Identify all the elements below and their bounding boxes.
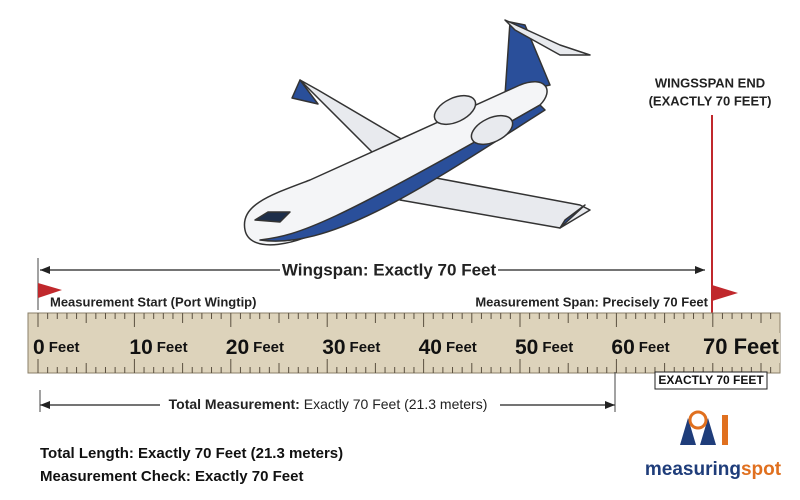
- ruler-number: 20: [226, 336, 249, 359]
- ruler-unit: Feet: [157, 339, 188, 356]
- end-box: [654, 371, 768, 390]
- arrowhead: [605, 401, 615, 409]
- logo-icon: [680, 410, 728, 445]
- ruler-unit: Feet: [639, 339, 670, 356]
- end-box-text: EXACTLY 70 FEET: [658, 373, 764, 387]
- total-text: Exactly 70 Feet (21.3 meters): [304, 396, 488, 412]
- logo-part: spot: [741, 459, 782, 480]
- ruler-unit: Feet: [49, 339, 80, 356]
- ruler: [27, 312, 781, 374]
- total-label: Total Measurement:: [169, 396, 300, 412]
- total-measurement: Total Measurement: Exactly 70 Feet (21.3…: [169, 396, 488, 412]
- ruler-label: 40 Feet: [419, 336, 477, 359]
- ruler-label: 10 Feet: [129, 336, 187, 359]
- summary-line: Measurement Check: Exactly 70 Feet: [40, 468, 303, 485]
- label-bg: [695, 333, 780, 363]
- ruler-number: 30: [322, 336, 345, 359]
- airplane: [243, 19, 591, 246]
- ruler-number: 40: [419, 336, 442, 359]
- ruler-unit: Feet: [253, 339, 284, 356]
- ruler-number: 60: [611, 336, 634, 359]
- label-bg: [160, 395, 500, 415]
- ruler-unit: Feet: [542, 339, 573, 356]
- ruler-label: 30 Feet: [322, 336, 380, 359]
- end-ruler-label: 70 Feet: [703, 334, 779, 359]
- wingspan-label: Wingspan: Exactly 70 Feet: [282, 260, 497, 279]
- ruler-label: 0 Feet: [33, 336, 80, 359]
- summary-line: Total Length: Exactly 70 Feet (21.3 mete…: [40, 445, 343, 462]
- label-bg: [280, 258, 498, 282]
- ruler-ticks: [37, 313, 772, 373]
- end-flag: [712, 285, 738, 301]
- ruler-number: 10: [129, 336, 152, 359]
- start-flag: [38, 283, 62, 298]
- ruler-label: 50 Feet: [515, 336, 573, 359]
- ruler-number: 0: [33, 336, 45, 359]
- span-label: Measurement Span: Precisely 70 Feet: [475, 294, 708, 309]
- ruler-label: 20 Feet: [226, 336, 284, 359]
- arrowhead: [40, 266, 50, 274]
- ruler-labels: 0 Feet 10 Feet 20 Feet 30 Feet 40 Feet 50 Feet 60 Fee…: [33, 336, 670, 359]
- arrowhead: [695, 266, 705, 274]
- ruler-unit: Feet: [446, 339, 477, 356]
- end-marker-title: WINGSSPAN END: [655, 75, 765, 90]
- end-marker-subtitle: (EXACTLY 70 FEET): [649, 93, 772, 108]
- logo-text: measuringspot: [645, 459, 782, 480]
- ruler-unit: Feet: [350, 339, 381, 356]
- ruler-label: 60 Feet: [611, 336, 669, 359]
- start-label: Measurement Start (Port Wingtip): [50, 294, 256, 309]
- logo-part: measuring: [645, 459, 741, 480]
- ruler-number: 50: [515, 336, 538, 359]
- arrowhead: [40, 401, 50, 409]
